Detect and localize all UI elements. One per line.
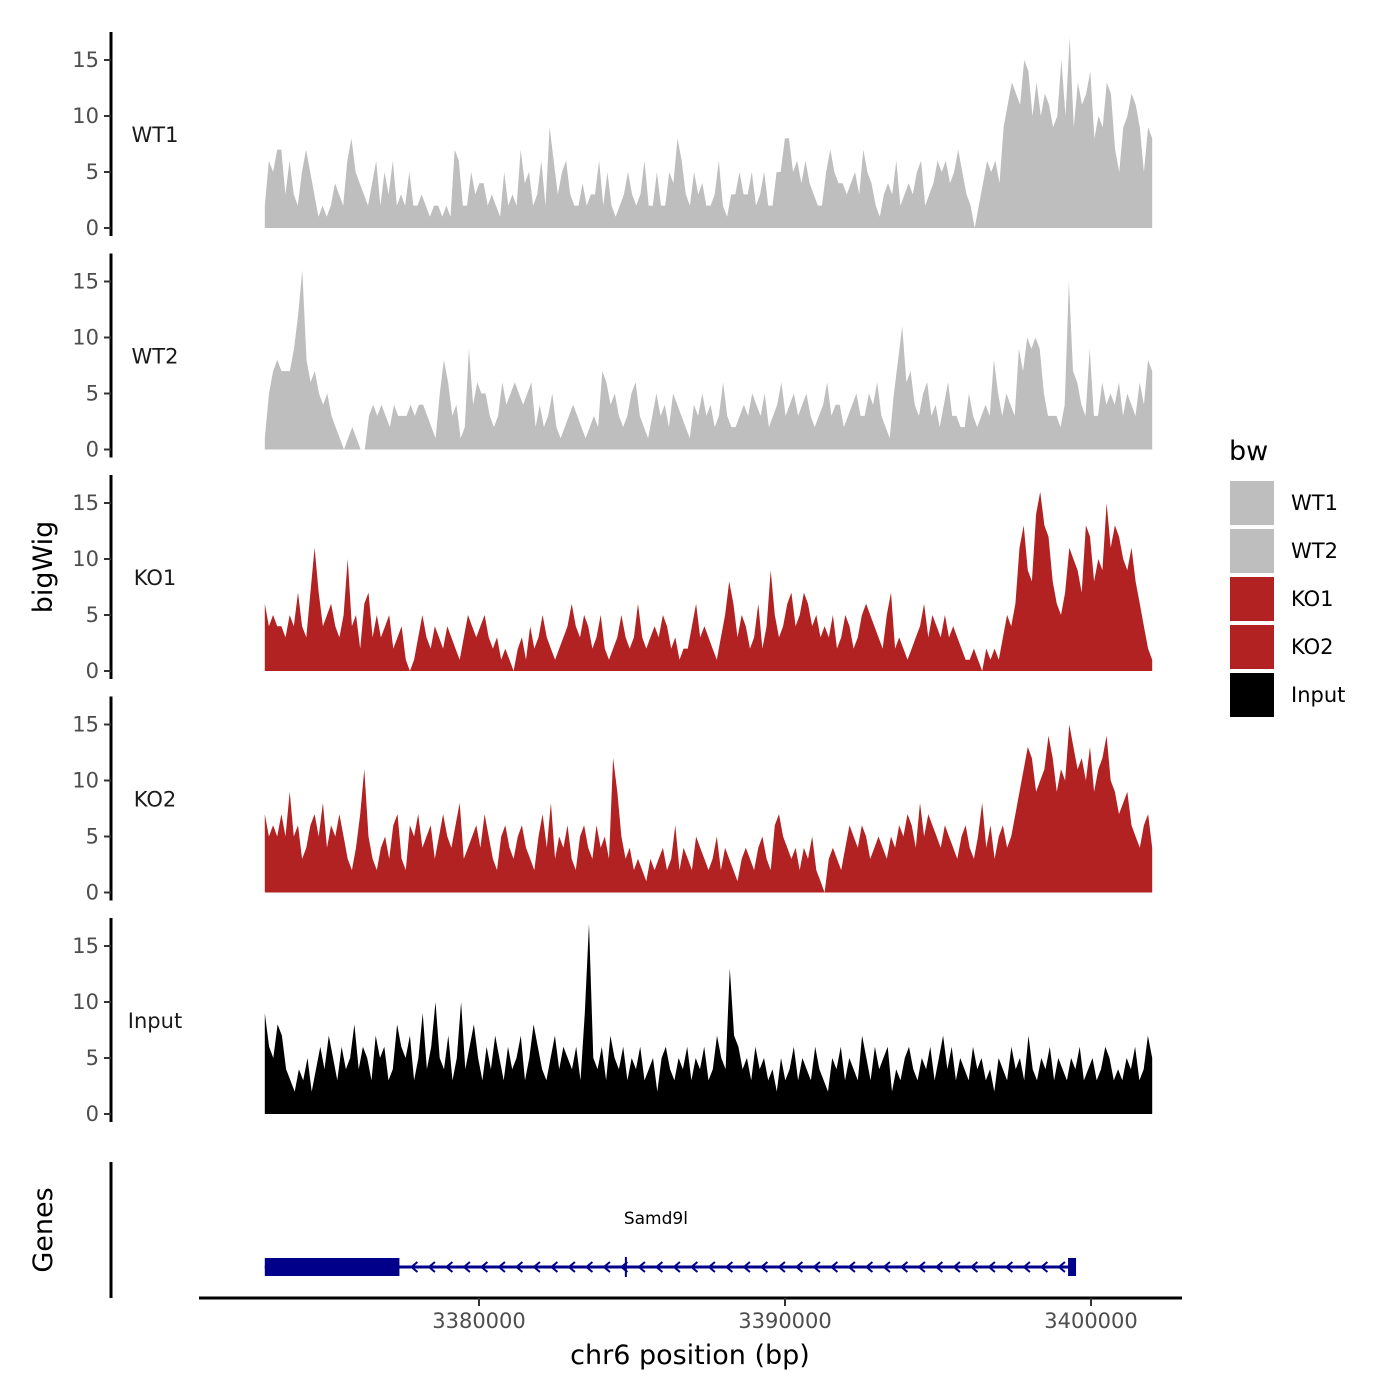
x-axis: 3380000 3390000 3400000 [199, 1296, 1182, 1333]
strand-arrow [497, 1261, 506, 1273]
y-tick-label-input-15: 15 [72, 934, 99, 958]
strand-arrow [444, 1261, 454, 1273]
y-tick-label-ko2-0: 0 [86, 881, 99, 905]
area-ko2 [264, 724, 1153, 893]
x-axis-title: chr6 position (bp) [570, 1340, 810, 1371]
legend-key-wt2 [1228, 527, 1276, 575]
strand-arrow [409, 1261, 419, 1273]
gene-track-title: Genes [28, 1187, 59, 1272]
legend-label-wt1: WT1 [1291, 491, 1338, 515]
strand-arrow [864, 1261, 874, 1273]
legend: bw WT1 WT2 KO1 KO2 Input [1228, 436, 1345, 719]
legend-key-ko2 [1228, 623, 1276, 671]
strand-arrow [724, 1261, 734, 1273]
legend-key-wt1 [1228, 479, 1276, 527]
y-tick-label-wt1-0: 0 [86, 216, 99, 240]
legend-key-input [1228, 671, 1276, 719]
y-tick-label-wt1-5: 5 [86, 160, 99, 184]
bigwig-tracks: 0 5 10 15 WT1 0 5 10 15 WT2 0 5 10 15 KO1 0 5 10 15 KO2 0 5 10… [72, 32, 1153, 1126]
track-ko1: 0 5 10 15 KO1 [72, 475, 1153, 683]
y-tick-label-input-0: 0 [86, 1102, 99, 1126]
area-input [264, 923, 1153, 1114]
y-tick-label-wt2-15: 15 [72, 270, 99, 294]
strand-arrow [514, 1261, 524, 1273]
area-wt1 [264, 37, 1153, 228]
track-label-wt2: WT2 [132, 345, 179, 369]
strand-arrow [794, 1261, 804, 1273]
legend-label-ko1: KO1 [1291, 587, 1334, 611]
strand-arrow [847, 1261, 856, 1273]
track-label-ko2: KO2 [134, 788, 177, 812]
y-tick-label-ko1-15: 15 [72, 491, 99, 515]
strand-arrow [584, 1261, 594, 1273]
track-label-input: Input [128, 1009, 182, 1033]
strand-arrow [882, 1261, 891, 1273]
strand-arrow [829, 1261, 839, 1273]
legend-label-wt2: WT2 [1291, 539, 1338, 563]
strand-arrow [462, 1261, 471, 1273]
strand-arrow [654, 1261, 664, 1273]
legend-label-input: Input [1291, 683, 1345, 707]
track-ko2: 0 5 10 15 KO2 [72, 696, 1153, 905]
strand-arrow [777, 1261, 786, 1273]
strand-arrow [742, 1261, 751, 1273]
strand-arrow [567, 1261, 576, 1273]
strand-arrow [899, 1261, 909, 1273]
y-tick-label-wt1-15: 15 [72, 48, 99, 72]
strand-arrow [689, 1261, 699, 1273]
strand-arrow [1057, 1261, 1066, 1273]
y-tick-label-ko1-5: 5 [86, 603, 99, 627]
strand-arrow [602, 1261, 611, 1273]
y-tick-label-ko1-10: 10 [72, 547, 99, 571]
y-tick-label-input-10: 10 [72, 990, 99, 1014]
y-tick-label-ko2-5: 5 [86, 825, 99, 849]
x-tick-label-3400000: 3400000 [1044, 1309, 1138, 1333]
track-label-ko1: KO1 [134, 566, 177, 590]
x-tick-label-3380000: 3380000 [432, 1309, 526, 1333]
track-wt1: 0 5 10 15 WT1 [72, 32, 1153, 240]
y-tick-label-ko2-15: 15 [72, 713, 99, 737]
strand-arrow [479, 1261, 489, 1273]
strand-arrow [1004, 1261, 1014, 1273]
strand-arrow [952, 1261, 961, 1273]
strand-arrow [1039, 1261, 1049, 1273]
strand-arrow [917, 1261, 926, 1273]
strand-arrow [969, 1261, 979, 1273]
y-tick-label-wt1-10: 10 [72, 104, 99, 128]
strand-arrow [707, 1261, 716, 1273]
gene-model-samd9l[interactable] [264, 1257, 1077, 1277]
y-tick-label-wt2-0: 0 [86, 438, 99, 462]
strand-arrow [812, 1261, 821, 1273]
strand-arrow [427, 1261, 436, 1273]
strand-arrow [532, 1261, 541, 1273]
y-tick-label-wt2-5: 5 [86, 382, 99, 406]
strand-arrow [672, 1261, 681, 1273]
strand-arrow [759, 1261, 769, 1273]
legend-label-ko2: KO2 [1291, 635, 1334, 659]
y-tick-label-ko1-0: 0 [86, 659, 99, 683]
strand-arrow [1022, 1261, 1031, 1273]
gene-exon-3prime [264, 1258, 400, 1276]
track-input: 0 5 10 15 Input [72, 918, 1153, 1126]
y-axis-title: bigWig [28, 521, 59, 614]
strand-arrow [987, 1261, 996, 1273]
y-tick-label-ko2-10: 10 [72, 769, 99, 793]
legend-title: bw [1229, 436, 1268, 467]
track-wt2: 0 5 10 15 WT2 [72, 253, 1153, 462]
gene-label-samd9l[interactable]: Samd9l [624, 1209, 688, 1229]
gene-track: Samd9l [109, 1162, 1077, 1298]
area-wt2 [264, 270, 1153, 450]
area-ko1 [264, 491, 1153, 671]
strand-arrow [549, 1261, 559, 1273]
strand-arrow [934, 1261, 944, 1273]
track-label-wt1: WT1 [132, 123, 179, 147]
legend-key-ko1 [1228, 575, 1276, 623]
x-tick-label-3390000: 3390000 [738, 1309, 832, 1333]
y-tick-label-wt2-10: 10 [72, 326, 99, 350]
gene-exon-5prime [1068, 1258, 1077, 1276]
y-tick-label-input-5: 5 [86, 1046, 99, 1070]
strand-arrow [637, 1261, 646, 1273]
